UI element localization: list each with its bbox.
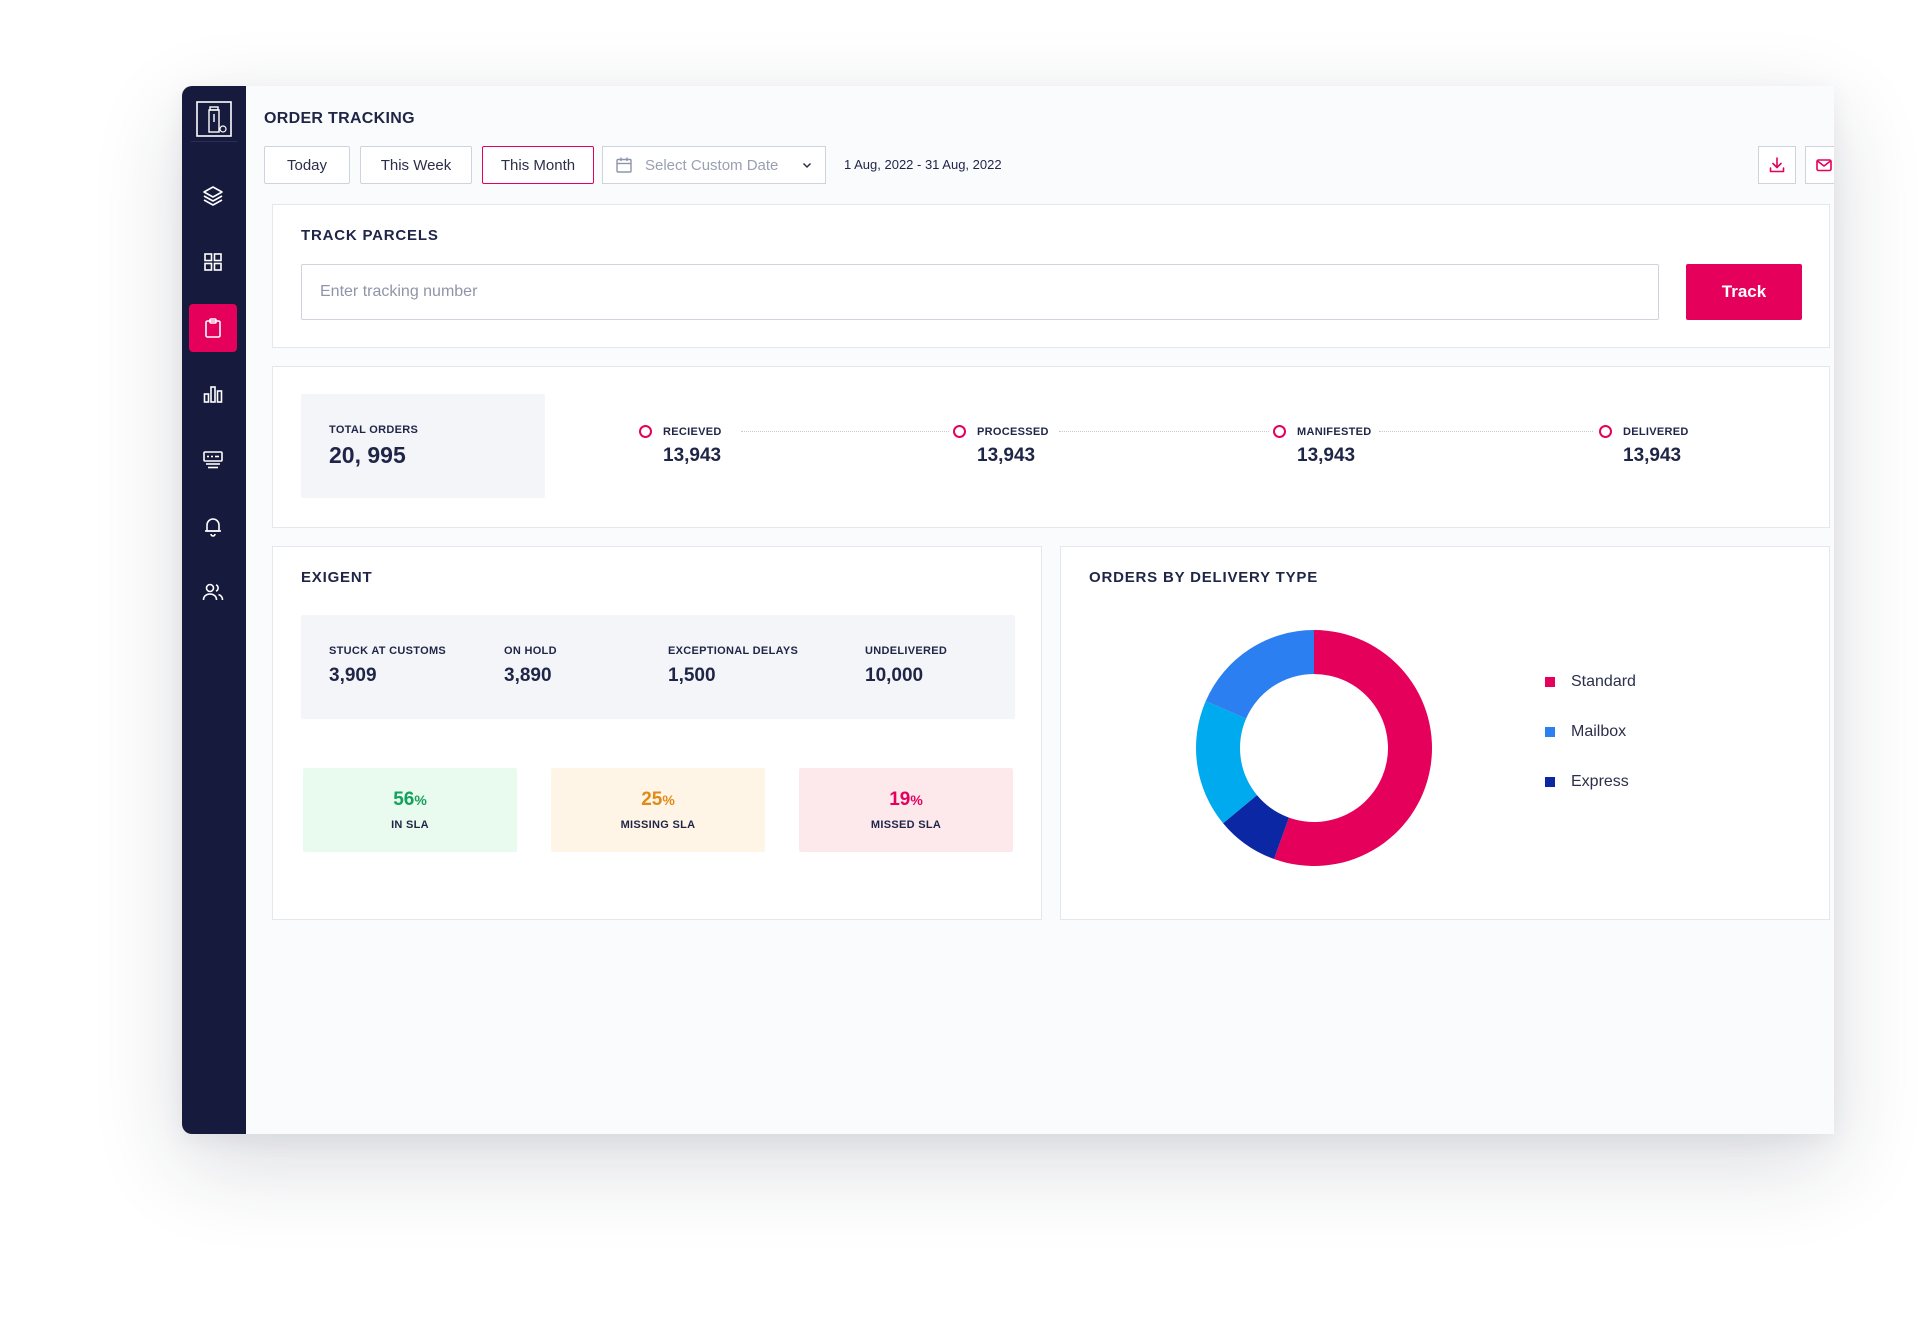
donut-slice (1196, 701, 1257, 824)
tracking-number-input[interactable] (301, 264, 1659, 320)
layers-icon (203, 186, 223, 206)
track-button[interactable]: Track (1686, 264, 1802, 320)
custom-date-select[interactable]: Select Custom Date (602, 146, 826, 184)
exigent-stat-value: 1,500 (668, 665, 716, 686)
step-indicator (1599, 425, 1612, 438)
exigent-title: EXIGENT (301, 569, 373, 586)
exigent-stat-value: 10,000 (865, 665, 924, 686)
legend-swatch (1545, 777, 1555, 787)
email-button[interactable] (1805, 146, 1834, 184)
logo-icon (196, 100, 232, 137)
track-parcels-card: TRACK PARCELS Track (272, 204, 1830, 348)
sla-percent: 56% (393, 789, 427, 810)
donut-slice-standard (1274, 630, 1432, 866)
total-orders-label: TOTAL ORDERS (329, 424, 419, 436)
step-label: DELIVERED (1623, 426, 1689, 438)
exigent-stat: STUCK AT CUSTOMS 3,909 (329, 645, 446, 687)
legend-item-standard: Standard (1545, 673, 1636, 691)
progress-connector (1379, 431, 1593, 432)
app-window: ORDER TRACKING Today This Week This Mont… (182, 86, 1834, 1134)
sidebar-item-servers[interactable] (189, 436, 237, 484)
sla-label: MISSING SLA (620, 819, 696, 831)
custom-date-placeholder: Select Custom Date (645, 156, 779, 174)
page-title: ORDER TRACKING (264, 110, 415, 127)
legend-item-mailbox: Mailbox (1545, 723, 1626, 741)
step-value: 13,943 (1297, 445, 1356, 466)
step-indicator (953, 425, 966, 438)
sla-in-card: 56% IN SLA (303, 768, 517, 852)
sla-label: IN SLA (391, 819, 429, 831)
chevron-down-icon (801, 159, 813, 171)
total-orders-box: TOTAL ORDERS 20, 995 (301, 394, 545, 498)
filter-today-button[interactable]: Today (264, 146, 350, 184)
exigent-stat-label: ON HOLD (504, 645, 557, 657)
bar-chart-icon (203, 386, 223, 403)
logo (191, 96, 237, 142)
step-indicator (639, 425, 652, 438)
filter-this-week-button[interactable]: This Week (360, 146, 472, 184)
grid-icon (204, 253, 222, 271)
server-icon (203, 451, 223, 469)
total-orders-value: 20, 995 (329, 442, 406, 468)
calendar-icon (615, 156, 633, 174)
legend-swatch (1545, 677, 1555, 687)
progress-connector (1059, 431, 1269, 432)
bell-icon (205, 518, 221, 537)
sla-percent: 19% (889, 789, 923, 810)
donut-slice-express (1223, 795, 1289, 860)
step-value: 13,943 (663, 445, 722, 466)
sla-label: MISSED SLA (870, 819, 942, 831)
clipboard-icon (205, 318, 221, 338)
legend-swatch (1545, 727, 1555, 737)
exigent-stat-label: EXCEPTIONAL DELAYS (668, 645, 799, 657)
delivery-type-title: ORDERS BY DELIVERY TYPE (1089, 569, 1319, 586)
mail-icon (1816, 159, 1832, 172)
exigent-stat-value: 3,909 (329, 665, 377, 686)
sidebar-item-notifications[interactable] (189, 502, 237, 550)
track-parcels-title: TRACK PARCELS (301, 227, 439, 244)
exigent-stat-label: UNDELIVERED (865, 645, 948, 657)
sidebar (182, 86, 246, 1134)
filter-this-month-button[interactable]: This Month (482, 146, 594, 184)
donut-slice-mailbox (1205, 630, 1314, 719)
exigent-stat: EXCEPTIONAL DELAYS 1,500 (668, 645, 798, 687)
exigent-stat: ON HOLD 3,890 (504, 645, 557, 687)
legend-label: Express (1571, 773, 1629, 790)
sla-missed-card: 19% MISSED SLA (799, 768, 1013, 852)
step-value: 13,943 (977, 445, 1036, 466)
step-indicator (1273, 425, 1286, 438)
main-content: ORDER TRACKING Today This Week This Mont… (246, 86, 1834, 1134)
exigent-stat: UNDELIVERED 10,000 (865, 645, 947, 687)
exigent-stat-value: 3,890 (504, 665, 552, 686)
sidebar-item-analytics[interactable] (189, 370, 237, 418)
progress-connector (741, 431, 949, 432)
exigent-card: EXIGENT STUCK AT CUSTOMS 3,909 ON HOLD 3… (272, 546, 1042, 920)
step-label: PROCESSED (977, 426, 1049, 438)
sla-missing-card: 25% MISSING SLA (551, 768, 765, 852)
step-label: RECIEVED (663, 426, 722, 438)
step-value: 13,943 (1623, 445, 1682, 466)
exigent-stat-label: STUCK AT CUSTOMS (329, 645, 447, 657)
exigent-stats: STUCK AT CUSTOMS 3,909 ON HOLD 3,890 EXC… (301, 615, 1015, 719)
legend-label: Standard (1571, 673, 1636, 690)
sidebar-item-users[interactable] (189, 568, 237, 616)
download-button[interactable] (1758, 146, 1796, 184)
legend-item-express: Express (1545, 773, 1629, 791)
sidebar-item-orders[interactable] (189, 304, 237, 352)
date-range-text: 1 Aug, 2022 - 31 Aug, 2022 (844, 157, 1002, 172)
delivery-donut-chart (1196, 630, 1432, 866)
sla-percent: 25% (641, 789, 675, 810)
sidebar-item-dashboard[interactable] (189, 238, 237, 286)
download-icon (1769, 157, 1785, 173)
delivery-type-card: ORDERS BY DELIVERY TYPE Standard Mailbox… (1060, 546, 1830, 920)
sidebar-item-layers[interactable] (189, 172, 237, 220)
order-summary-card: TOTAL ORDERS 20, 995 RECIEVED 13,943 PRO… (272, 366, 1830, 528)
step-label: MANIFESTED (1297, 426, 1372, 438)
legend-label: Mailbox (1571, 723, 1627, 740)
users-icon (202, 583, 224, 601)
